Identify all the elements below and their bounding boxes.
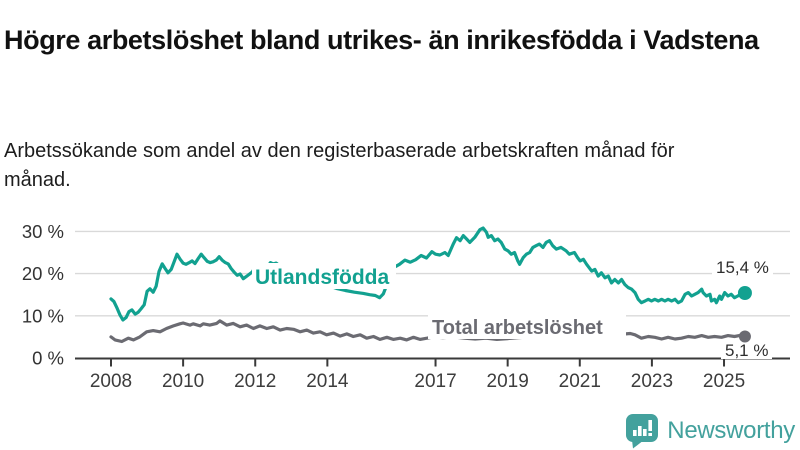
x-tick-label: 2014: [306, 371, 349, 392]
x-tick-label: 2019: [487, 371, 529, 392]
page-title: Högre arbetslöshet bland utrikes- än inr…: [4, 25, 759, 56]
series-line-total: [109, 319, 747, 344]
newsworthy-logo: Newsworthy: [625, 413, 795, 449]
y-tick-label: 0 %: [32, 348, 64, 369]
series-end-dot: [737, 286, 752, 301]
x-tick-label: 2025: [703, 371, 745, 392]
value-halo: [712, 257, 773, 277]
brand-name: Newsworthy: [667, 417, 795, 444]
series-end-dot: [738, 330, 751, 343]
x-tick-label: 2021: [559, 371, 601, 392]
x-tick-label: 2012: [234, 371, 276, 392]
x-tick-label: 2017: [414, 371, 456, 392]
label-halo: [252, 263, 396, 289]
label-halo: [428, 314, 626, 339]
bar-chart-speech-bubble-icon: [626, 414, 659, 449]
end-value-label: 15,4 %: [716, 258, 769, 277]
y-tick-label: 10 %: [22, 305, 64, 326]
y-tick-label: 20 %: [22, 263, 64, 284]
x-tick-label: 2023: [631, 371, 673, 392]
line-chart: Utlandsfödda Total arbetslöshet 15,4 % 5,1 …: [22, 221, 790, 392]
value-halo: [721, 343, 772, 359]
y-tick-label: 30 %: [22, 221, 64, 242]
series-line-utlandsfodda: [109, 226, 747, 322]
series-label: Total arbetslöshet: [432, 317, 603, 339]
chart-subtitle: Arbetssökande som andel av den registerb…: [4, 140, 675, 191]
x-tick-label: 2010: [162, 371, 204, 392]
x-tick-label: 2008: [90, 371, 132, 392]
end-value-label: 5,1 %: [725, 341, 768, 360]
series-label: Utlandsfödda: [255, 266, 389, 289]
